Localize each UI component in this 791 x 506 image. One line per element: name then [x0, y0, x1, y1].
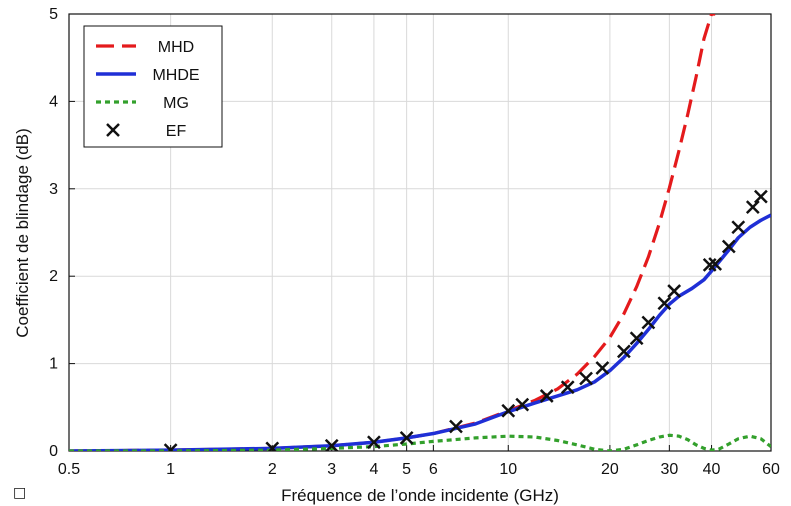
ef-marker: [753, 189, 768, 204]
ef-marker: [515, 397, 530, 412]
ef-marker: [708, 257, 723, 271]
ef-marker: [616, 344, 631, 359]
ef-marker-stroke: [616, 344, 631, 359]
legend-item-mg: MG: [96, 95, 189, 112]
x-tick-label: 3: [327, 461, 336, 478]
ef-marker: [449, 419, 463, 434]
ef-marker: [560, 380, 575, 395]
ef-marker-stroke: [629, 331, 644, 346]
ef-marker: [731, 220, 746, 235]
legend-label: MHDE: [152, 67, 199, 84]
legend-item-ef: EF: [106, 123, 187, 140]
ef-marker: [629, 331, 644, 346]
ef-marker-stroke: [399, 431, 414, 445]
corner-glyph: □: [13, 485, 26, 501]
ef-marker: [539, 389, 554, 403]
x-tick-label: 4: [369, 461, 378, 478]
ef-marker-stroke: [731, 220, 746, 235]
ef-marker: [641, 315, 656, 330]
ef-marker: [265, 441, 280, 451]
ef-marker-stroke: [501, 403, 516, 418]
ef-marker-stroke: [560, 380, 575, 395]
y-tick-label: 5: [49, 6, 58, 23]
x-tick-label: 10: [499, 461, 517, 478]
ef-marker-stroke: [745, 200, 760, 215]
ef-marker: [721, 239, 736, 254]
legend-layer: MHD MHDE MG EF: [83, 25, 223, 148]
x-axis-label: Fréquence de l’onde incidente (GHz): [281, 486, 559, 505]
ef-marker-stroke: [708, 257, 723, 271]
series-line-mg: [69, 433, 771, 451]
x-tick-label: 60: [762, 461, 780, 478]
x-tick-label: 6: [429, 461, 438, 478]
marker-layer: [163, 189, 768, 451]
x-tick-label: 0.5: [58, 461, 80, 478]
legend-label: MG: [163, 95, 189, 112]
ef-marker: [163, 443, 178, 451]
ef-marker: [367, 435, 381, 450]
ef-marker-stroke: [657, 296, 672, 311]
series-line-mhde: [69, 213, 771, 451]
ef-marker: [745, 200, 760, 215]
plot-frame: [68, 13, 772, 452]
ef-marker: [657, 296, 672, 311]
ef-marker-stroke: [667, 284, 682, 298]
ef-marker: [399, 431, 414, 445]
x-tick-label: 20: [601, 461, 619, 478]
y-tick-label: 4: [49, 93, 58, 110]
ef-marker-stroke: [367, 435, 381, 450]
ef-marker-stroke: [267, 441, 280, 451]
legend-item-mhd: MHD: [96, 39, 194, 56]
ef-marker: [595, 361, 610, 375]
y-tick-label: 0: [49, 443, 58, 460]
legend-marker: [106, 123, 120, 137]
ef-marker-stroke: [515, 397, 530, 412]
ef-marker-stroke: [579, 371, 593, 386]
ef-marker-stroke: [721, 239, 736, 254]
ef-marker-stroke: [167, 443, 178, 451]
ef-marker: [579, 371, 593, 386]
x-tick-label: 2: [268, 461, 277, 478]
x-tick-label: 40: [703, 461, 721, 478]
x-tick-label: 5: [402, 461, 411, 478]
y-tick-label: 1: [49, 356, 58, 373]
axis-layer: 0.5 1 2 3 4 5 6 10 20 30 40 60 0 1 2 3 4 5: [49, 6, 780, 478]
ef-marker-stroke: [539, 389, 554, 403]
ef-marker: [501, 403, 516, 418]
legend-box: [83, 25, 223, 148]
ef-marker-stroke: [753, 189, 768, 204]
ef-marker: [667, 284, 682, 298]
ef-marker-stroke: [595, 361, 610, 375]
y-axis-label: Coefficient de blindage (dB): [13, 128, 32, 338]
series-layer: [69, 14, 771, 451]
y-tick-label: 2: [49, 268, 58, 285]
legend-label: EF: [166, 123, 187, 140]
label-layer: Fréquence de l’onde incidente (GHz) Coeff…: [13, 128, 559, 505]
x-tick-label: 1: [166, 461, 175, 478]
ef-marker-stroke: [324, 438, 339, 451]
legend-label: MHD: [158, 39, 194, 56]
legend-item-mhde: MHDE: [96, 67, 200, 84]
series-line-mhd: [69, 14, 716, 451]
ef-marker-stroke: [641, 315, 656, 330]
ef-marker: [324, 438, 339, 451]
y-tick-label: 3: [49, 181, 58, 198]
ef-marker-stroke: [449, 419, 463, 434]
x-tick-label: 30: [660, 461, 678, 478]
